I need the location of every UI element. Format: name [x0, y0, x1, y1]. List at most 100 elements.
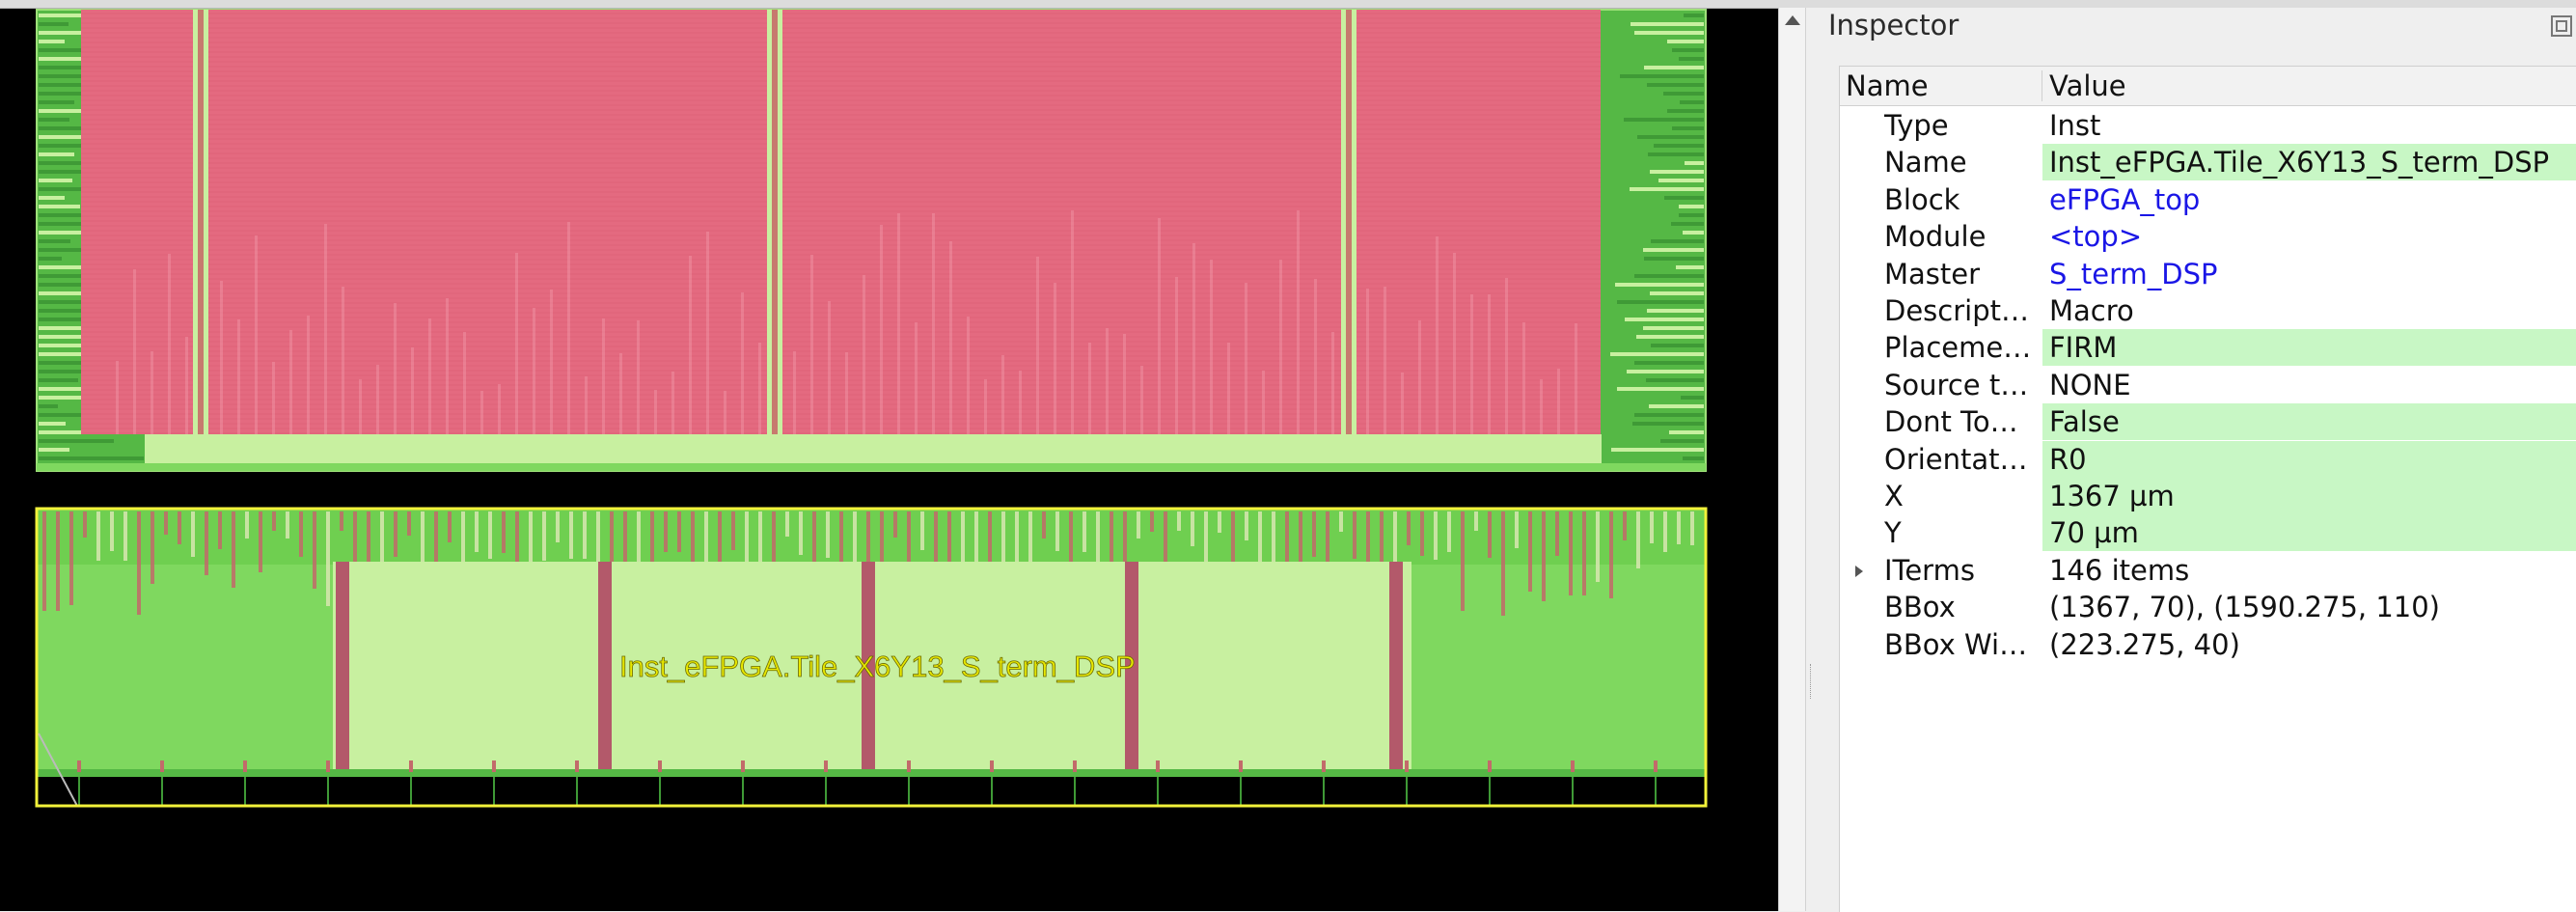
property-row[interactable]: Y 70 µm	[1840, 514, 2576, 552]
pin-stub	[1651, 344, 1704, 347]
pin-stub	[39, 170, 110, 174]
pin-stub	[1297, 210, 1300, 434]
tick-mark	[1571, 760, 1575, 772]
property-row[interactable]: Name Inst_eFPGA.Tile_X6Y13_S_term_DSP	[1840, 144, 2576, 181]
upper-tile-divider-3	[1346, 10, 1352, 436]
pin-stub	[1279, 260, 1282, 434]
pin-stub	[39, 326, 84, 330]
property-row[interactable]: Block eFPGA_top	[1840, 181, 2576, 218]
pin-stub	[272, 511, 276, 531]
pin-stub	[637, 511, 641, 589]
column-header-value[interactable]: Value	[2049, 69, 2126, 102]
pin-stub	[39, 300, 101, 304]
upper-tile-divider-2	[772, 10, 778, 436]
property-value-link[interactable]: eFPGA_top	[2049, 182, 2201, 216]
layout-vertical-scrollbar[interactable]	[1778, 8, 1806, 911]
float-dock-icon[interactable]	[2551, 15, 2572, 37]
dock-splitter[interactable]	[1805, 8, 1816, 911]
pin-stub	[1625, 318, 1704, 321]
property-row[interactable]: ITerms 146 items	[1840, 552, 2576, 589]
pin-stub	[480, 391, 483, 434]
pin-stub	[893, 511, 897, 538]
selected-instance-tile[interactable]: Inst_eFPGA.Tile_X6Y13_S_term_DSP	[35, 507, 1708, 808]
property-value[interactable]: R0	[2042, 440, 2576, 478]
pin-stub	[1644, 66, 1704, 69]
table-header: Name Value	[1840, 67, 2576, 106]
pin-stub	[1540, 379, 1543, 434]
property-row[interactable]: Source t… NONE	[1840, 367, 2576, 403]
pin-stub	[1575, 323, 1577, 434]
property-row[interactable]: Module <top>	[1840, 218, 2576, 255]
pin-stub	[1210, 260, 1213, 434]
pin-stub	[39, 248, 101, 252]
inspector-property-table[interactable]: Name Value Type Inst Name Inst_eFPGA.Tile_X…	[1839, 66, 2576, 912]
property-row[interactable]: Dont To… False	[1840, 403, 2576, 441]
pin-stub	[1001, 355, 1004, 434]
pin-stub	[585, 376, 588, 434]
pin-stub	[1231, 511, 1235, 579]
property-value[interactable]: FIRM	[2042, 329, 2576, 367]
pin-stub	[1646, 378, 1704, 382]
pin-stub	[502, 511, 506, 553]
pin-stub	[1658, 179, 1704, 182]
pin-stub	[826, 511, 830, 558]
scroll-up-arrow-icon[interactable]	[1785, 15, 1800, 25]
property-row[interactable]: Descript… Macro	[1840, 292, 2576, 329]
expand-arrow-icon[interactable]	[1855, 565, 1863, 577]
property-value-link[interactable]: <top>	[2049, 220, 2143, 254]
pin-stub	[178, 511, 181, 544]
property-value: Macro	[2049, 294, 2134, 327]
pin-stub	[168, 254, 171, 434]
pin-stub	[1158, 218, 1161, 434]
pin-stub	[1683, 231, 1704, 235]
pin-stub	[1436, 236, 1439, 434]
upper-tile-macro[interactable]	[36, 9, 1707, 472]
inspector-panel: Inspector Name Value Type Inst Name Inst_eF…	[1815, 8, 2576, 912]
pin-stub	[596, 511, 600, 567]
tick-mark	[1073, 760, 1077, 772]
property-row[interactable]: Orientat… R0	[1840, 440, 2576, 478]
property-value[interactable]: 1367 µm	[2042, 478, 2576, 514]
pin-stub	[39, 361, 111, 365]
property-row[interactable]: BBox (1367, 70), (1590.275, 110)	[1840, 589, 2576, 625]
pin-stub	[133, 269, 136, 434]
pin-stub	[1582, 511, 1586, 595]
property-value[interactable]: False	[2042, 403, 2576, 441]
property-row[interactable]: Master S_term_DSP	[1840, 256, 2576, 292]
pin-stub	[907, 511, 911, 599]
pin-stub	[1036, 257, 1039, 434]
tick-mark	[990, 760, 994, 772]
pin-stub	[191, 511, 195, 557]
pin-stub	[272, 362, 275, 434]
pin-stub	[1088, 343, 1091, 434]
pin-stub	[83, 511, 87, 538]
pin-stub	[1679, 213, 1704, 217]
property-value[interactable]: Inst_eFPGA.Tile_X6Y13_S_term_DSP	[2042, 144, 2576, 181]
pin-stub	[934, 511, 938, 564]
column-header-name[interactable]: Name	[1846, 69, 1929, 102]
pin-stub	[1071, 210, 1074, 434]
property-value: (1367, 70), (1590.275, 110)	[2049, 591, 2440, 624]
pin-stub	[324, 224, 327, 434]
pin-stub	[637, 320, 640, 434]
pin-stub	[550, 290, 553, 434]
layout-view[interactable]: Inst_eFPGA.Tile_X6Y13_S_term_DSP	[0, 0, 1778, 911]
selected-tile-divider-5	[1389, 562, 1403, 769]
splitter-grip-icon[interactable]	[1810, 664, 1813, 699]
pin-stub	[137, 511, 141, 615]
property-row[interactable]: BBox Wi… (223.275, 40)	[1840, 626, 2576, 663]
pin-stub	[1647, 83, 1704, 87]
property-key: Descript…	[1884, 294, 2029, 327]
pin-stub	[1644, 257, 1704, 261]
pin-stub	[1515, 511, 1519, 548]
property-row[interactable]: X 1367 µm	[1840, 478, 2576, 514]
layout-canvas[interactable]: Inst_eFPGA.Tile_X6Y13_S_term_DSP	[0, 0, 1778, 911]
property-value-link[interactable]: S_term_DSP	[2049, 257, 2218, 290]
property-key: Master	[1884, 257, 1981, 290]
pin-stub	[677, 511, 681, 552]
property-row[interactable]: Placeme… FIRM	[1840, 329, 2576, 367]
tick-mark	[77, 760, 81, 772]
property-row[interactable]: Type Inst	[1840, 107, 2576, 144]
tick-mark	[1156, 760, 1160, 772]
property-value[interactable]: 70 µm	[2042, 514, 2576, 552]
